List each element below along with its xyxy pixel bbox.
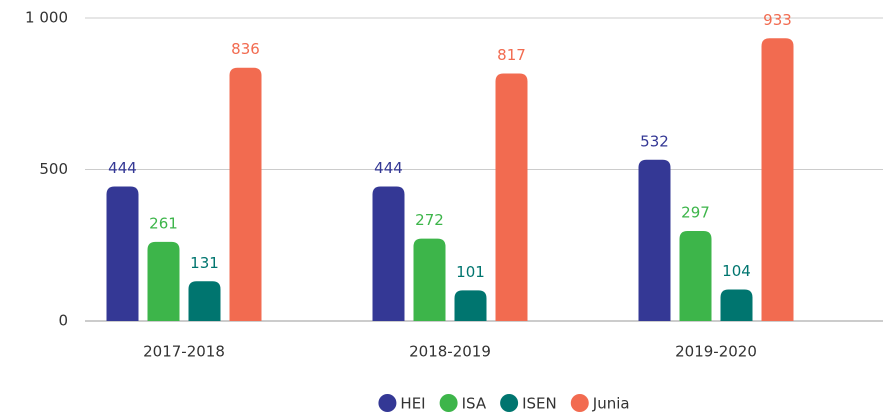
- bar: [188, 281, 221, 321]
- legend-marker: [378, 394, 397, 412]
- value-label: 817: [497, 46, 526, 64]
- legend-label: ISEN: [522, 395, 557, 413]
- legend-marker: [500, 394, 519, 412]
- value-label: 444: [374, 159, 403, 177]
- value-label: 272: [415, 211, 444, 229]
- value-label: 297: [681, 204, 710, 222]
- value-label: 101: [456, 263, 485, 281]
- x-tick-label: 2019-2020: [675, 343, 757, 361]
- bar: [106, 186, 139, 321]
- legend-label: Junia: [592, 395, 630, 413]
- bar: [372, 186, 405, 321]
- bar: [147, 241, 180, 321]
- value-label: 836: [231, 40, 260, 58]
- value-label: 104: [722, 262, 751, 280]
- bar: [638, 159, 671, 321]
- bar: [413, 238, 446, 321]
- bar: [229, 67, 262, 321]
- value-label: 933: [763, 11, 792, 29]
- bar: [761, 38, 794, 322]
- legend-label: HEI: [400, 395, 425, 413]
- y-tick-label: 0: [58, 312, 68, 330]
- legend-label: ISA: [462, 395, 487, 413]
- bar: [679, 231, 712, 321]
- bar: [454, 290, 487, 321]
- y-tick-label: 1 000: [25, 9, 68, 27]
- x-tick-label: 2017-2018: [143, 343, 225, 361]
- x-tick-label: 2018-2019: [409, 343, 491, 361]
- y-tick-label: 500: [39, 160, 68, 178]
- value-label: 261: [149, 214, 178, 232]
- bar: [495, 73, 528, 321]
- legend-marker: [570, 394, 589, 412]
- value-label: 131: [190, 254, 219, 272]
- value-label: 444: [108, 159, 137, 177]
- bar: [720, 289, 753, 321]
- value-label: 532: [640, 132, 669, 150]
- legend-marker: [439, 394, 458, 412]
